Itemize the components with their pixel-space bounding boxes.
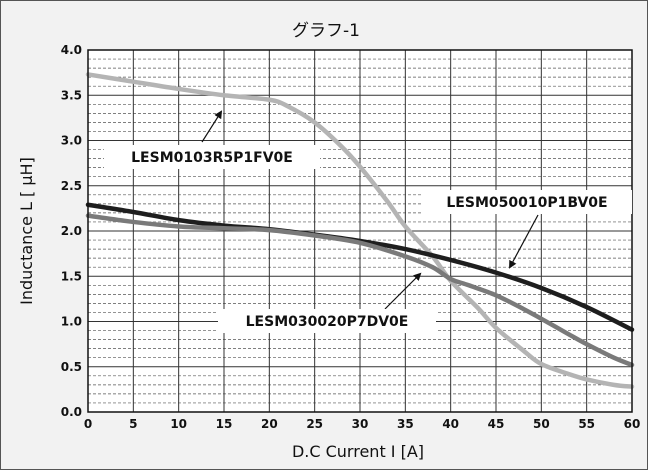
x-tick-label: 35 (397, 417, 414, 431)
callout-arrow (201, 110, 223, 143)
x-tick-label: 50 (533, 417, 550, 431)
callout-box (218, 309, 436, 333)
y-tick-label: 3.5 (61, 88, 82, 102)
x-axis-label: D.C Current I [A] (292, 442, 424, 461)
x-tick-label: 40 (442, 417, 459, 431)
y-tick-label: 4.0 (61, 43, 82, 57)
y-tick-label: 2.0 (61, 224, 82, 238)
y-tick-label: 3.0 (61, 134, 82, 148)
y-tick-labels: 0.0 0.5 1.0 1.5 2.0 2.5 3.0 3.5 4.0 (61, 43, 82, 419)
callout-lesm050010p1bv0e: LESM050010P1BV0E (422, 190, 632, 269)
x-tick-label: 10 (170, 417, 187, 431)
x-tick-label: 30 (352, 417, 369, 431)
callout-box (422, 190, 632, 214)
callout-arrow (384, 272, 422, 310)
x-tick-label: 15 (216, 417, 233, 431)
y-axis-label: Inductance L [ μH] (17, 157, 36, 305)
x-tick-labels: 0 5 10 15 20 25 30 35 40 45 50 55 60 (84, 417, 641, 431)
callouts: LESM0103R5P1FV0E LESM050010P1BV0E LESM03… (104, 110, 632, 333)
y-tick-label: 1.5 (61, 269, 82, 283)
y-tick-label: 0.0 (61, 405, 82, 419)
callout-label: LESM0103R5P1FV0E (131, 150, 293, 166)
chart-title: グラフ-1 (292, 21, 360, 41)
callout-lesm030020p7dv0e: LESM030020P7DV0E (218, 272, 436, 333)
x-tick-label: 0 (84, 417, 92, 431)
x-tick-label: 20 (261, 417, 278, 431)
callout-label: LESM050010P1BV0E (446, 195, 607, 211)
callout-label: LESM030020P7DV0E (246, 314, 409, 330)
series-line-lesm0103r5p1fv0e (85, 72, 635, 389)
x-tick-label: 55 (578, 417, 595, 431)
y-tick-label: 1.0 (61, 315, 82, 329)
y-tick-label: 0.5 (61, 360, 82, 374)
x-tick-label: 45 (488, 417, 505, 431)
callout-arrow (509, 214, 539, 269)
x-tick-label: 60 (624, 417, 641, 431)
grid (88, 50, 632, 412)
x-tick-label: 5 (129, 417, 137, 431)
series-lines (85, 72, 635, 389)
x-tick-label: 25 (306, 417, 323, 431)
callout-lesm0103r5p1fv0e: LESM0103R5P1FV0E (104, 110, 320, 169)
series-line-lesm030020p7dv0e (85, 213, 635, 368)
y-tick-label: 2.5 (61, 179, 82, 193)
callout-box (104, 145, 320, 169)
plot-border (87, 49, 633, 413)
